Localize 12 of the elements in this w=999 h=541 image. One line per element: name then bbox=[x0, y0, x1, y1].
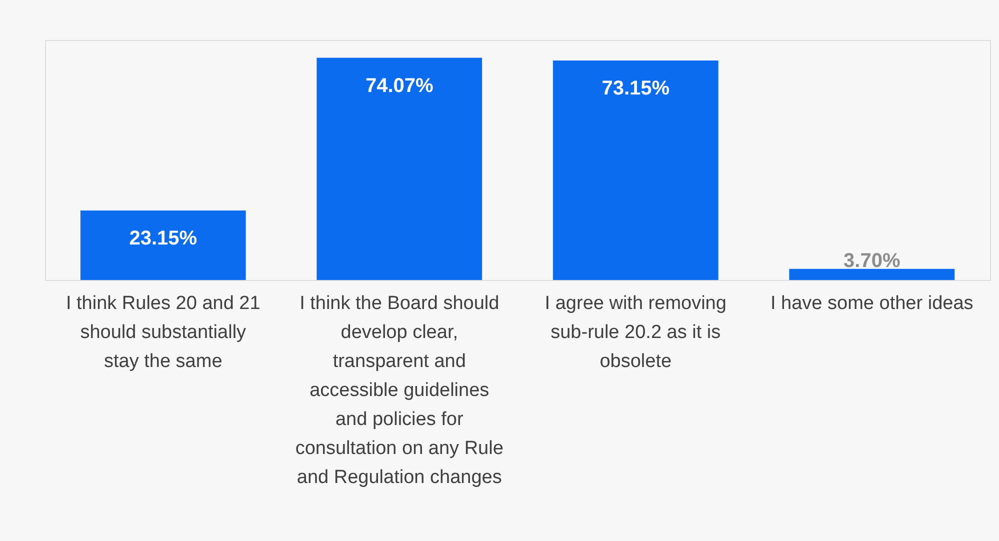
bar bbox=[316, 58, 482, 280]
data-label: 74.07% bbox=[365, 74, 434, 97]
x-tick-label: I think the Board should develop clear, transparent and accessible guidelines and policies for consultation on any Rule and Regulation changes bbox=[295, 293, 504, 488]
x-tick-label: I agree with removing sub-rule 20.2 as it is obsolete bbox=[544, 293, 726, 372]
data-label: 73.15% bbox=[602, 78, 670, 100]
data-label: 3.70% bbox=[844, 250, 900, 272]
bar bbox=[552, 60, 718, 280]
x-tick-label: I think Rules 20 and 21 should substantially stay the same bbox=[66, 293, 260, 372]
x-tick-label: I have some other ideas bbox=[770, 293, 974, 314]
bar bbox=[789, 268, 955, 280]
data-label: 23.15% bbox=[129, 228, 198, 250]
bar bbox=[80, 210, 246, 280]
